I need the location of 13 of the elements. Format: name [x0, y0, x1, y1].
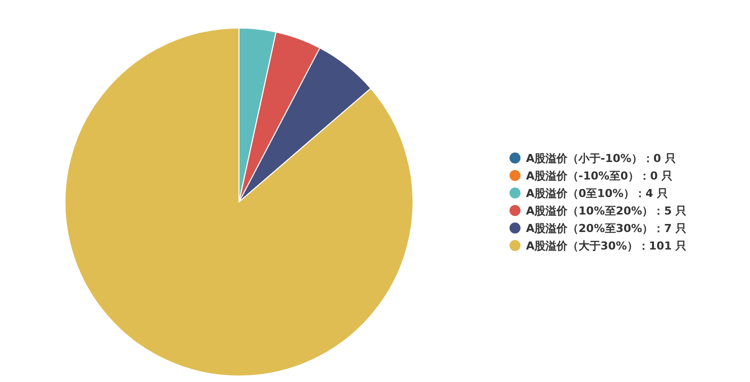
legend-label: A股溢价（10%至20%）	[526, 204, 654, 218]
legend-label: A股溢价（0至10%）	[526, 187, 634, 200]
data-label: ：5 只	[653, 204, 687, 218]
legend-label: A股溢价（-10%至0）	[526, 170, 640, 182]
data-label: ：7 只	[653, 222, 687, 235]
data-label: ：101 只	[638, 240, 687, 252]
text: ：0 只	[642, 152, 676, 165]
legend-label: A股溢价（大于30%）	[526, 240, 638, 252]
data-label: ：4 只	[634, 187, 668, 200]
legend-label: A股溢价（20%至30%）	[526, 222, 654, 235]
text: ：0 只	[639, 170, 673, 182]
pie-slice	[64, 28, 414, 376]
legend-label: A股溢价（小于-10%）	[526, 152, 642, 165]
